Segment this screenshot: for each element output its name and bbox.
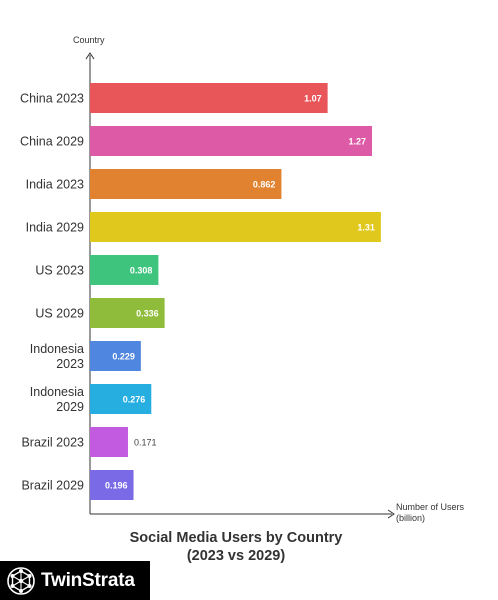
value-label: 0.196: [105, 481, 128, 491]
value-label: 0.276: [123, 395, 146, 405]
chart-title-line1: Social Media Users by Country: [129, 530, 343, 546]
value-label: 0.308: [130, 266, 153, 276]
value-label: 1.07: [304, 94, 322, 104]
bar: [90, 255, 159, 285]
x-axis-title-line2: (billion): [396, 513, 425, 523]
chart-title-line2: (2023 vs 2029): [186, 548, 286, 564]
bar: [90, 169, 282, 199]
category-label: India 2029: [26, 221, 84, 235]
category-label: China 2023: [20, 92, 84, 106]
bar: [90, 470, 134, 500]
brand-logo: TwinStrata: [0, 561, 150, 600]
category-label: Indonesia: [30, 342, 84, 356]
bar: [90, 341, 141, 371]
bar: [90, 427, 128, 457]
x-axis-arrow: [387, 509, 395, 519]
bar: [90, 212, 381, 242]
value-label: 0.171: [134, 438, 157, 448]
bar: [90, 298, 165, 328]
bar: [90, 126, 373, 156]
bar-chart: Country Number of Users (billion) China …: [20, 35, 465, 523]
y-axis-title: Country: [73, 35, 105, 45]
category-labels: China 2023 China 2029 India 2023 India 2029…: [20, 92, 84, 493]
category-label: US 2023: [35, 264, 84, 278]
category-label: 2023: [56, 357, 84, 371]
bar: [90, 83, 328, 113]
network-hexagon-icon: [7, 566, 35, 595]
value-labels: 1.07 1.27 0.862 1.31 0.308 0.336 0.229 0.276 0.1…: [105, 94, 375, 491]
value-label: 0.336: [136, 309, 159, 319]
bars: [90, 83, 381, 500]
value-label: 0.229: [112, 352, 135, 362]
value-label: 0.862: [253, 180, 276, 190]
category-label: 2029: [56, 400, 84, 414]
value-label: 1.31: [357, 223, 375, 233]
brand-name: TwinStrata: [41, 569, 135, 591]
category-label: Indonesia: [30, 385, 84, 399]
category-label: US 2029: [35, 307, 84, 321]
value-label: 1.27: [348, 137, 366, 147]
x-axis-title-line1: Number of Users: [396, 502, 465, 512]
bar: [90, 384, 152, 414]
category-label: India 2023: [26, 178, 84, 192]
category-label: Brazil 2029: [21, 479, 84, 493]
category-label: Brazil 2023: [21, 436, 84, 450]
chart-title: Social Media Users by Country (2023 vs 2…: [0, 529, 472, 565]
category-label: China 2029: [20, 135, 84, 149]
y-axis-arrow: [85, 52, 95, 60]
